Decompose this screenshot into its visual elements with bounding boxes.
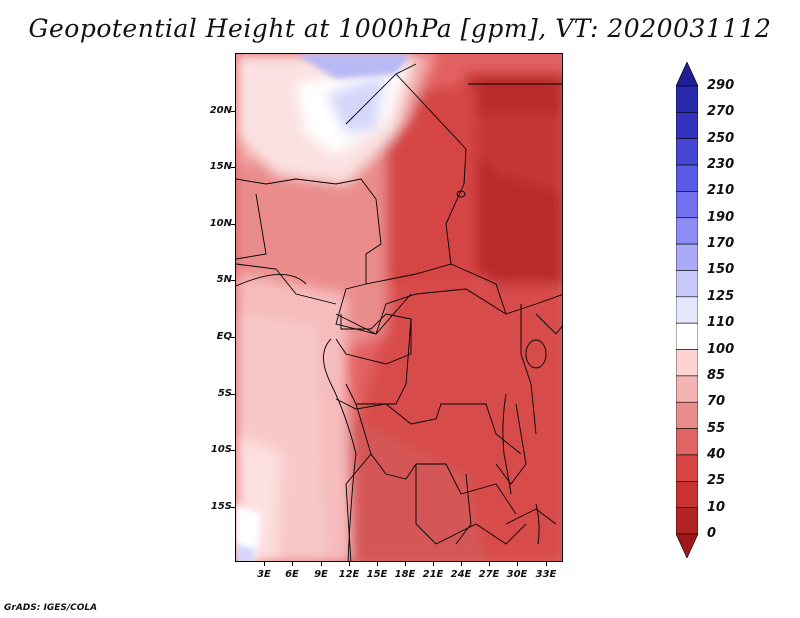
colorbar-label: 190 [707,209,735,225]
colorbar-label: 40 [707,446,726,462]
lon-tick [349,562,350,566]
lon-tick [405,562,406,566]
lat-tick-label-5s: 5S [217,388,232,399]
colorbar-label: 0 [707,526,717,541]
lat-tick-label-5n: 5N [216,274,232,285]
geopotential-field [236,54,562,561]
lat-tick [231,167,235,168]
colorbar-label: 290 [707,78,735,93]
colorbar-swatch [676,138,698,166]
lon-tick-label-6e: 6E [285,569,299,580]
lon-tick-label-15e: 15E [366,569,388,580]
lon-tick-label-12e: 12E [338,569,360,580]
lat-tick [231,111,235,112]
lon-tick [377,562,378,566]
lat-tick-label-15s: 15S [210,501,232,512]
colorbar-label: 210 [707,183,735,199]
lon-tick-label-30e: 30E [506,569,528,580]
lon-tick-label-21e: 21E [422,569,444,580]
colorbar-swatch [676,112,698,140]
colorbar-label: 270 [707,104,735,120]
lon-tick-label-27e: 27E [478,569,500,580]
lat-tick-label-10s: 10S [210,444,232,455]
colorbar-label: 70 [707,394,726,410]
lon-tick [321,562,322,566]
lakes [456,190,547,545]
lat-tick [231,337,235,338]
colorbar-label: 125 [707,288,735,304]
lon-tick-label-33e: 33E [535,569,557,580]
lon-tick [546,562,547,566]
grads-credit: GrADS: IGES/COLA [4,603,98,613]
colorbar-swatch [676,85,698,113]
lon-tick [292,562,293,566]
lon-tick [517,562,518,566]
colorbar-swatch [676,507,698,535]
lat-tick [231,450,235,451]
colorbar-swatch [676,428,698,456]
lat-tick [231,394,235,395]
colorbar-label: 170 [707,236,735,252]
colorbar-label: 230 [707,157,735,173]
colorbar [676,62,698,558]
lon-tick [433,562,434,566]
colorbar-label: 25 [707,473,726,489]
colorbar-swatch [676,401,698,429]
colorbar-swatch [676,533,698,558]
colorbar-swatch [676,191,698,219]
colorbar-swatch [676,480,698,508]
colorbar-swatch [676,217,698,245]
lon-tick-label-3e: 3E [257,569,271,580]
colorbar-swatch [676,296,698,324]
lat-tick-label-20n: 20N [209,105,232,116]
colorbar-label: 10 [707,499,726,515]
chart-title: Geopotential Height at 1000hPa [gpm], VT… [28,14,772,43]
map-panel [235,53,563,562]
lat-tick-label-eq: EQ [216,331,232,342]
colorbar-swatch [676,62,698,87]
lat-tick [231,224,235,225]
colorbar-label: 250 [707,130,735,146]
lat-tick-label-10n: 10N [209,218,232,229]
colorbar-label: 85 [707,367,726,383]
colorbar-label: 100 [707,341,735,357]
colorbar-swatch [676,454,698,482]
lon-tick-label-18e: 18E [394,569,416,580]
colorbar-swatch [676,164,698,192]
lat-tick [231,280,235,281]
lat-tick-label-15n: 15N [209,161,232,172]
colorbar-label: 110 [707,315,735,331]
colorbar-swatch [676,322,698,350]
colorbar-swatch [676,375,698,403]
colorbar-label: 55 [707,420,726,436]
lon-tick [264,562,265,566]
country-borders [236,63,562,561]
colorbar-label: 150 [707,262,735,278]
lon-tick-label-9e: 9E [314,569,328,580]
colorbar-swatch [676,270,698,298]
colorbar-swatch [676,243,698,271]
lon-tick [489,562,490,566]
lat-tick [231,507,235,508]
lon-tick-label-24e: 24E [450,569,472,580]
lon-tick [461,562,462,566]
colorbar-swatch [676,349,698,377]
